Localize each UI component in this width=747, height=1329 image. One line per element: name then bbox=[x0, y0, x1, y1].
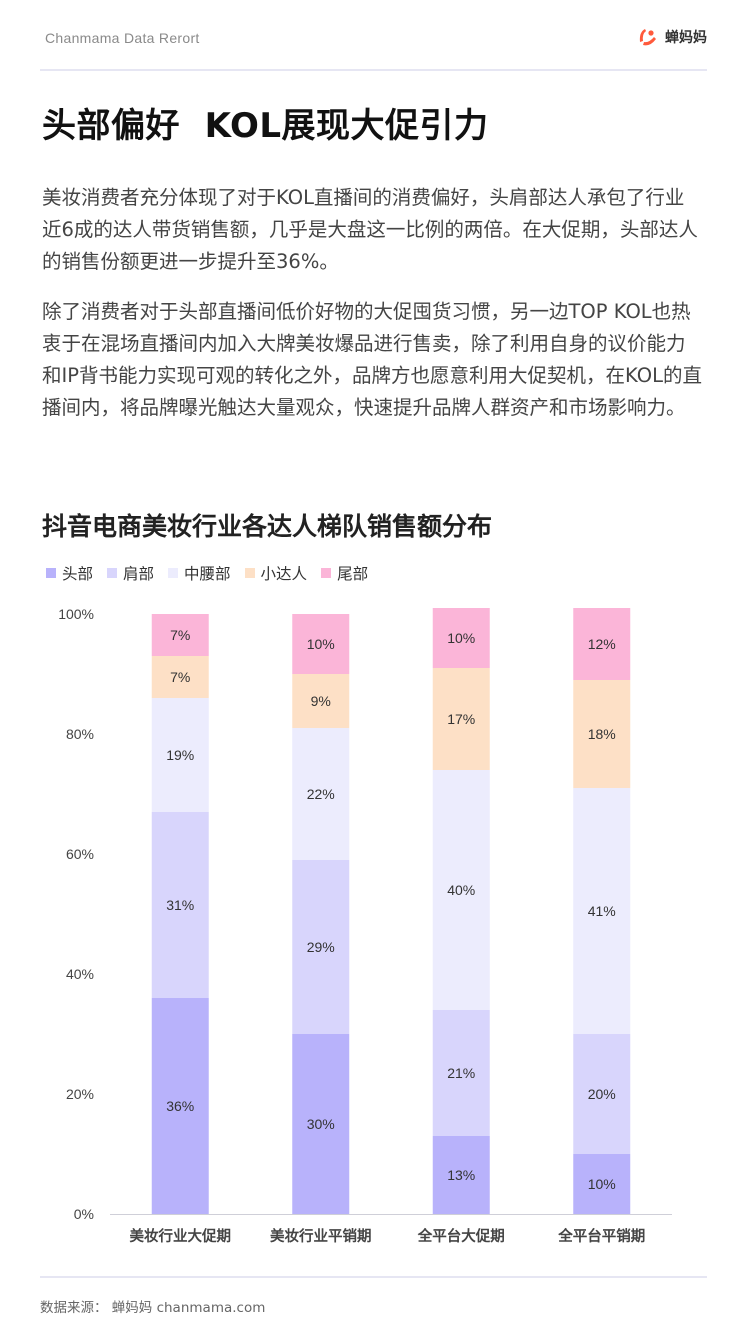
y-tick-label: 40% bbox=[66, 966, 94, 982]
footer-divider bbox=[40, 1276, 707, 1278]
bar-segment bbox=[432, 668, 490, 770]
data-label: 29% bbox=[307, 939, 335, 955]
data-label: 30% bbox=[307, 1116, 335, 1132]
x-tick-label: 美妆行业大促期 bbox=[130, 1227, 232, 1245]
data-label: 21% bbox=[447, 1065, 475, 1081]
y-tick-label: 60% bbox=[66, 846, 94, 862]
bar-segment bbox=[292, 1034, 350, 1214]
chart-legend: 头部 肩部 中腰部 小达人 尾部 bbox=[46, 562, 368, 584]
logo-text: 蝉妈妈 bbox=[665, 30, 707, 46]
data-label: 10% bbox=[307, 636, 335, 652]
legend-swatch-head bbox=[46, 568, 56, 578]
bar-segment bbox=[573, 788, 631, 1034]
data-label: 36% bbox=[166, 1098, 194, 1114]
legend-label-shoulder: 肩部 bbox=[123, 565, 155, 583]
x-tick-label: 全平台平销期 bbox=[557, 1227, 645, 1245]
legend-swatch-tail bbox=[321, 568, 332, 578]
data-label: 22% bbox=[307, 786, 335, 802]
x-tick-label: 全平台大促期 bbox=[417, 1227, 505, 1245]
chanmama-logo-icon bbox=[639, 29, 656, 46]
data-label: 12% bbox=[588, 636, 616, 652]
legend-item-waist: 中腰部 bbox=[168, 562, 231, 584]
data-label: 20% bbox=[588, 1086, 616, 1102]
chart-title: 抖音电商美妆行业各达人梯队销售额分布 bbox=[42, 512, 493, 541]
legend-item-head: 头部 bbox=[46, 562, 93, 584]
legend-label-waist: 中腰部 bbox=[184, 565, 231, 583]
legend-swatch-waist bbox=[168, 568, 179, 578]
bar-segment bbox=[292, 614, 350, 674]
legend-swatch-small bbox=[244, 568, 255, 578]
brand-logo: 蝉妈妈 bbox=[637, 26, 707, 48]
report-label: Chanmama Data Rerort bbox=[45, 30, 200, 46]
bar-segment bbox=[292, 860, 350, 1034]
data-label: 19% bbox=[166, 747, 194, 763]
data-label: 13% bbox=[447, 1167, 475, 1183]
legend-swatch-shoulder bbox=[107, 568, 118, 578]
bar-segment bbox=[151, 812, 209, 998]
bar-segment bbox=[151, 998, 209, 1214]
data-label: 7% bbox=[170, 627, 190, 643]
bar-segment bbox=[573, 1034, 631, 1154]
data-label: 9% bbox=[311, 693, 331, 709]
stacked-bar-chart: 0% 20% 40% 60% 80% 100% 36% 31% 19% 7% 7% 美妆行业大促期 30… bbox=[58, 606, 672, 1245]
bar-segment bbox=[432, 1136, 490, 1214]
bar-segment bbox=[573, 680, 631, 788]
y-tick-label: 20% bbox=[66, 1086, 94, 1102]
bar-segment bbox=[151, 698, 209, 812]
bar-segment bbox=[151, 656, 209, 698]
data-label: 10% bbox=[447, 630, 475, 646]
source-note: 数据来源： 蝉妈妈 chanmama.com bbox=[40, 1300, 266, 1316]
bar-segment bbox=[292, 728, 350, 860]
bar-segment bbox=[432, 608, 490, 668]
data-label: 40% bbox=[447, 882, 475, 898]
intro-paragraph: 美妆消费者充分体现了对于KOL直播间的消费偏好，头肩部达人承包了行业近6成的达人… bbox=[42, 186, 698, 273]
x-tick-label: 美妆行业平销期 bbox=[270, 1227, 372, 1245]
legend-item-tail: 尾部 bbox=[321, 562, 368, 584]
data-label: 10% bbox=[588, 1176, 616, 1192]
legend-label-small: 小达人 bbox=[260, 565, 308, 583]
bar-segment bbox=[151, 614, 209, 656]
data-label: 41% bbox=[588, 903, 616, 919]
data-label: 7% bbox=[170, 669, 190, 685]
bar-segment bbox=[432, 770, 490, 1010]
data-label: 17% bbox=[447, 711, 475, 727]
legend-item-shoulder: 肩部 bbox=[107, 562, 154, 584]
bar-segment bbox=[573, 608, 631, 680]
data-label: 18% bbox=[588, 726, 616, 742]
legend-label-head: 头部 bbox=[62, 565, 94, 583]
y-tick-label: 0% bbox=[74, 1206, 94, 1222]
detail-paragraph: 除了消费者对于头部直播间低价好物的大促囤货习惯，另一边TOP KOL也热衷于在混… bbox=[42, 300, 702, 419]
legend-item-small: 小达人 bbox=[244, 562, 308, 584]
header-divider bbox=[40, 69, 707, 71]
y-tick-label: 80% bbox=[66, 726, 94, 742]
data-label: 31% bbox=[166, 897, 194, 913]
y-tick-label: 100% bbox=[58, 606, 94, 622]
bar-segment bbox=[432, 1010, 490, 1136]
bar-segment bbox=[292, 674, 350, 728]
bar-segment bbox=[573, 1154, 631, 1214]
legend-label-tail: 尾部 bbox=[337, 565, 369, 583]
page-title: 头部偏好 KOL展现大促引力 bbox=[42, 106, 489, 146]
